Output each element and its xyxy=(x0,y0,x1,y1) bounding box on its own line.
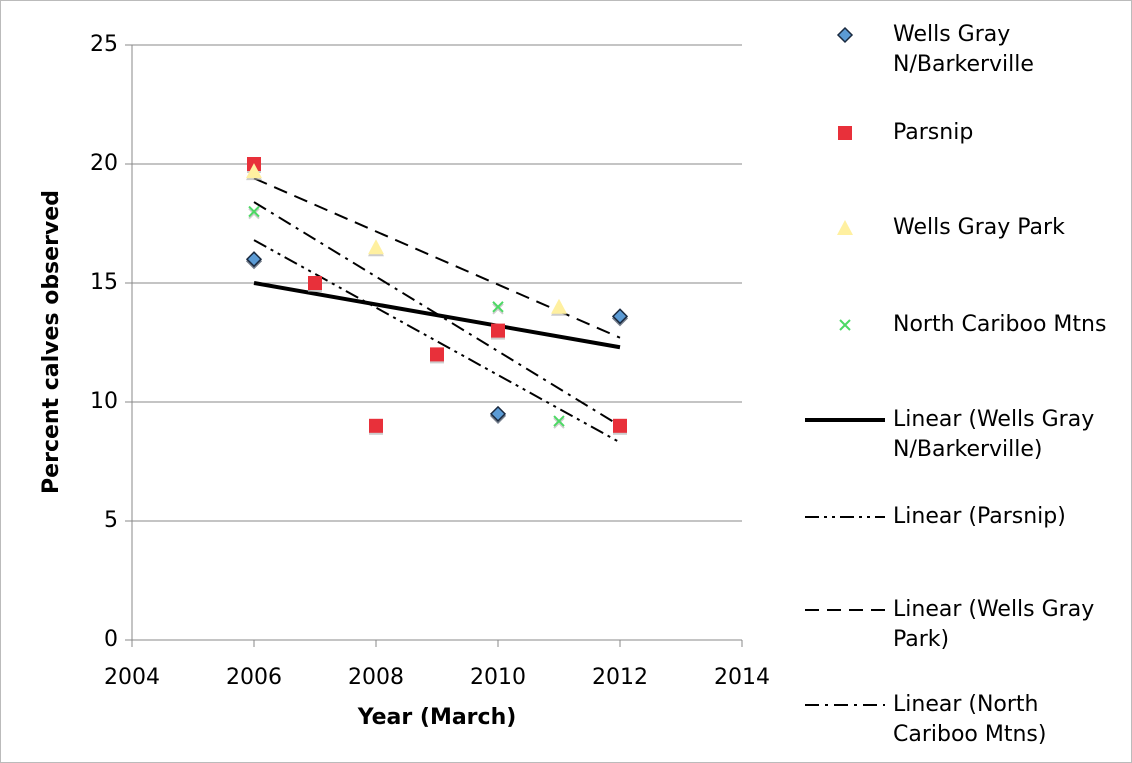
y-tick-label: 5 xyxy=(104,508,118,533)
legend-marker xyxy=(837,220,853,235)
trend-line xyxy=(253,239,621,444)
point xyxy=(551,298,567,314)
point xyxy=(368,239,384,255)
legend-marker xyxy=(838,126,852,140)
point-shadow xyxy=(553,417,565,429)
y-tick-label: 20 xyxy=(90,151,118,176)
y-tick-label: 15 xyxy=(90,270,118,295)
point xyxy=(613,418,627,433)
point xyxy=(245,251,263,268)
x-tick-label: 2006 xyxy=(226,665,282,690)
legend-label: Wells Gray N/Barkerville xyxy=(893,22,1034,77)
legend-label: Linear (Wells Gray N/Barkerville) xyxy=(893,407,1095,462)
y-tick-label: 10 xyxy=(90,389,118,414)
point-shadow xyxy=(492,303,504,315)
point xyxy=(489,405,507,422)
point xyxy=(491,323,505,338)
point xyxy=(553,415,565,427)
x-tick-label: 2004 xyxy=(104,665,160,690)
x-axis-title: Year (March) xyxy=(357,705,517,730)
trend-line xyxy=(253,281,621,350)
legend-label: Wells Gray Park xyxy=(893,215,1065,240)
legend-label: Linear (North Cariboo Mtns) xyxy=(893,692,1047,747)
y-axis-title: Percent calves observed xyxy=(39,190,64,494)
y-tick-label: 0 xyxy=(104,627,118,652)
x-tick-label: 2012 xyxy=(592,665,648,690)
point xyxy=(308,276,322,290)
legend-label: Linear (Wells Gray Park) xyxy=(893,597,1095,652)
legend-marker xyxy=(839,319,851,331)
point xyxy=(246,163,262,179)
x-tick-label: 2014 xyxy=(714,665,770,690)
point xyxy=(430,347,444,362)
legend-label: North Cariboo Mtns xyxy=(893,312,1107,337)
point xyxy=(248,205,260,218)
x-tick-label: 2010 xyxy=(470,665,526,690)
point-shadow xyxy=(248,207,260,220)
legend-label: Parsnip xyxy=(893,120,974,145)
y-tick-label: 25 xyxy=(90,32,118,57)
legend-label: Linear (Parsnip) xyxy=(893,504,1066,529)
x-tick-label: 2008 xyxy=(348,665,404,690)
trend-line xyxy=(253,201,621,427)
legend-marker xyxy=(836,26,854,44)
point xyxy=(611,308,629,325)
point xyxy=(492,301,504,313)
point xyxy=(369,418,383,433)
